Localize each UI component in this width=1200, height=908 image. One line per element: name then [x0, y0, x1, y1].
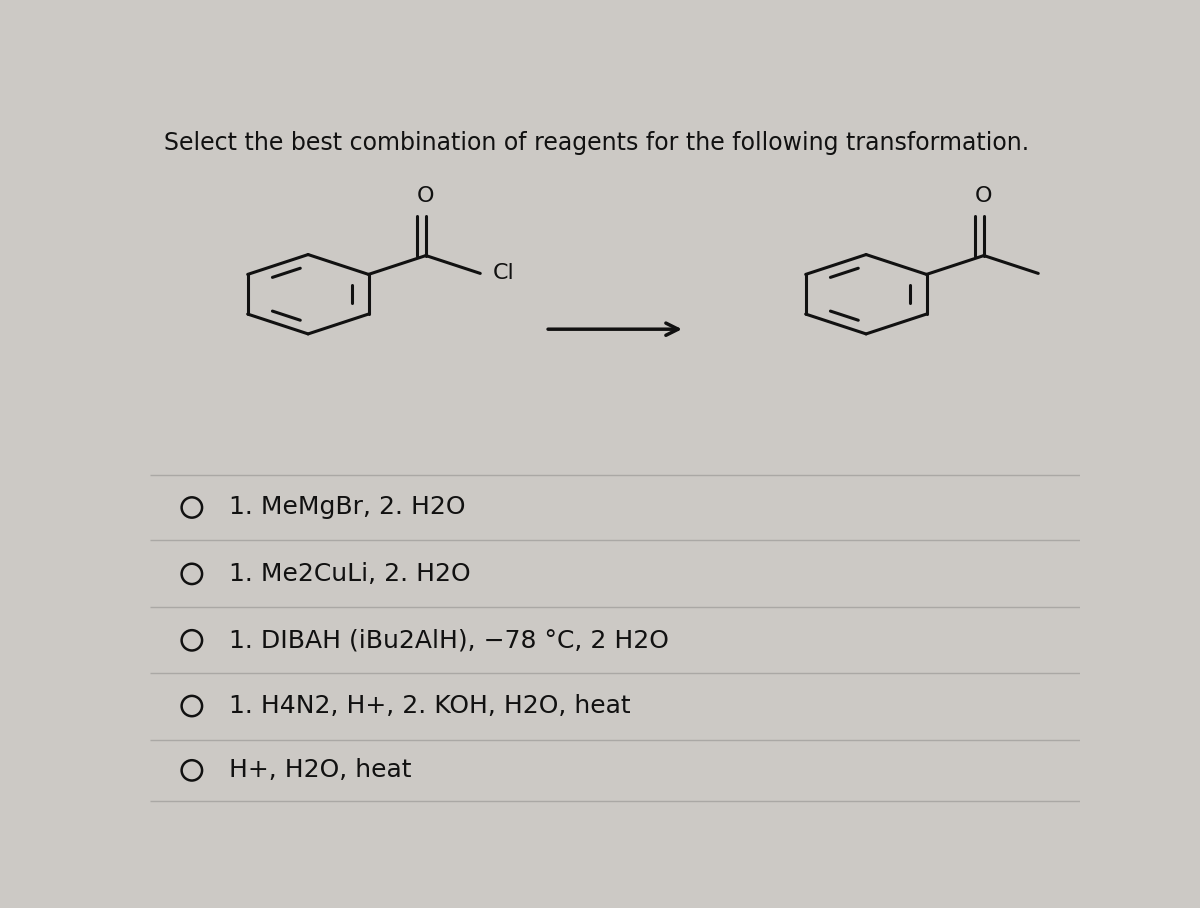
- Text: H+, H2O, heat: H+, H2O, heat: [229, 758, 412, 783]
- Text: Select the best combination of reagents for the following transformation.: Select the best combination of reagents …: [164, 132, 1030, 155]
- Text: O: O: [418, 186, 434, 206]
- Text: 1. MeMgBr, 2. H2O: 1. MeMgBr, 2. H2O: [229, 496, 466, 519]
- Text: 1. Me2CuLi, 2. H2O: 1. Me2CuLi, 2. H2O: [229, 562, 470, 586]
- Text: 1. H4N2, H+, 2. KOH, H2O, heat: 1. H4N2, H+, 2. KOH, H2O, heat: [229, 694, 631, 718]
- Text: Cl: Cl: [493, 263, 515, 283]
- Text: O: O: [976, 186, 992, 206]
- Text: 1. DIBAH (iBu2AlH), −78 °C, 2 H2O: 1. DIBAH (iBu2AlH), −78 °C, 2 H2O: [229, 628, 668, 652]
